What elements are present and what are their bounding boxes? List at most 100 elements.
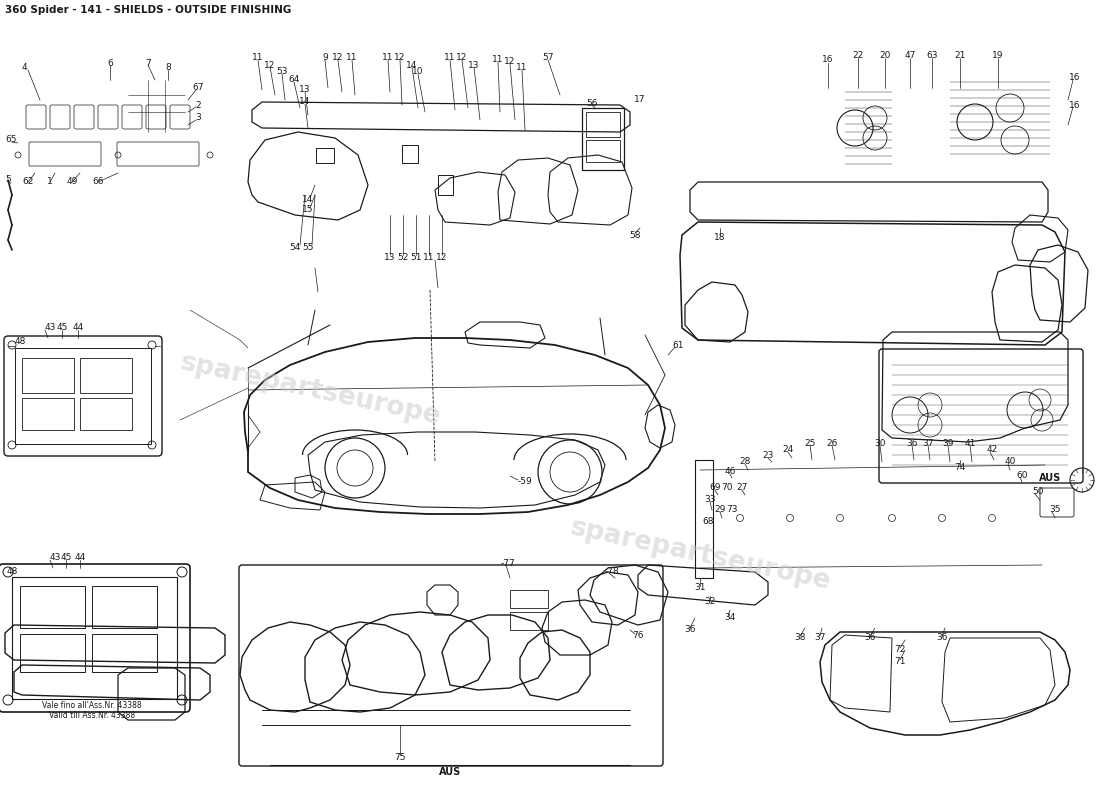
Bar: [92, 586, 157, 628]
Text: 60: 60: [1016, 470, 1027, 479]
Text: 48: 48: [14, 338, 25, 346]
Text: 16: 16: [1069, 101, 1080, 110]
Text: 20: 20: [879, 50, 891, 59]
Text: 57: 57: [542, 54, 553, 62]
Bar: [80, 398, 132, 430]
Text: 13: 13: [299, 86, 310, 94]
Text: AUS: AUS: [1038, 473, 1061, 483]
Text: 26: 26: [826, 438, 838, 447]
Text: 46: 46: [724, 467, 736, 477]
Bar: [586, 112, 620, 137]
Text: Valid till Ass.Nr. 43388: Valid till Ass.Nr. 43388: [48, 711, 135, 721]
Text: 11: 11: [383, 54, 394, 62]
Text: 360 Spider - 141 - SHIELDS - OUTSIDE FINISHING: 360 Spider - 141 - SHIELDS - OUTSIDE FIN…: [6, 5, 292, 15]
Bar: [92, 634, 157, 672]
Text: 44: 44: [73, 323, 84, 333]
Text: 76: 76: [632, 630, 644, 639]
Text: 12: 12: [456, 54, 468, 62]
Text: 41: 41: [965, 438, 976, 447]
Text: 31: 31: [694, 583, 706, 593]
Text: 37: 37: [922, 438, 934, 447]
Text: 11: 11: [346, 54, 358, 62]
Text: 12: 12: [332, 54, 343, 62]
Text: sparepartseurope: sparepartseurope: [177, 350, 443, 430]
Text: 65: 65: [6, 135, 16, 145]
Text: 14: 14: [302, 195, 313, 205]
Text: -78: -78: [605, 567, 619, 577]
Text: AUS: AUS: [439, 767, 461, 777]
Bar: [316, 148, 334, 163]
Text: 17: 17: [635, 95, 646, 105]
Text: 36: 36: [865, 634, 876, 642]
Text: -77: -77: [500, 558, 516, 567]
Text: 61: 61: [672, 341, 684, 350]
Text: 33: 33: [704, 495, 716, 505]
Text: 45: 45: [60, 554, 72, 562]
Bar: [582, 108, 624, 170]
Text: 23: 23: [762, 451, 773, 461]
Text: 11: 11: [493, 55, 504, 65]
Text: 24: 24: [782, 446, 793, 454]
Text: 75: 75: [394, 754, 406, 762]
Text: 64: 64: [288, 75, 299, 85]
Text: 58: 58: [629, 230, 640, 239]
Text: 7: 7: [145, 58, 151, 67]
Text: 8: 8: [165, 63, 170, 73]
Bar: [510, 612, 548, 630]
Text: 12: 12: [504, 58, 516, 66]
Text: 74: 74: [955, 463, 966, 473]
Text: 13: 13: [384, 254, 396, 262]
Text: -59: -59: [518, 478, 532, 486]
Text: 6: 6: [107, 58, 113, 67]
Text: 54: 54: [289, 243, 300, 253]
Text: 4: 4: [22, 63, 28, 73]
Text: 52: 52: [397, 254, 409, 262]
Text: 66: 66: [92, 178, 103, 186]
Bar: [695, 460, 713, 578]
Text: 25: 25: [804, 438, 816, 447]
Text: 12: 12: [394, 54, 406, 62]
Text: 72: 72: [894, 646, 905, 654]
Text: 2: 2: [195, 101, 201, 110]
Text: Vale fino all'Ass.Nr. 43388: Vale fino all'Ass.Nr. 43388: [42, 702, 142, 710]
Bar: [20, 634, 85, 672]
Text: 70: 70: [722, 483, 733, 493]
Bar: [80, 358, 132, 393]
Text: 68: 68: [702, 518, 714, 526]
Text: 73: 73: [726, 506, 738, 514]
Text: 13: 13: [469, 61, 480, 70]
Text: 47: 47: [904, 50, 915, 59]
Bar: [22, 358, 74, 393]
Bar: [20, 586, 85, 628]
Text: 11: 11: [516, 63, 528, 73]
Bar: [510, 590, 548, 608]
Text: 71: 71: [894, 658, 905, 666]
Text: 55: 55: [302, 243, 313, 253]
Text: 56: 56: [586, 98, 597, 107]
Bar: [15, 348, 151, 444]
Text: 49: 49: [66, 178, 78, 186]
Text: 16: 16: [1069, 74, 1080, 82]
Text: 40: 40: [1004, 458, 1015, 466]
Text: 19: 19: [992, 50, 1003, 59]
Text: 62: 62: [22, 178, 34, 186]
Bar: [12, 577, 177, 699]
Text: 63: 63: [926, 50, 937, 59]
Text: 22: 22: [852, 50, 864, 59]
Text: 36: 36: [684, 626, 695, 634]
Text: 50: 50: [1032, 487, 1044, 497]
Text: 3: 3: [195, 114, 201, 122]
Text: 51: 51: [410, 254, 421, 262]
Text: 53: 53: [276, 67, 288, 77]
Text: 69: 69: [710, 483, 720, 493]
Text: 5: 5: [6, 175, 11, 185]
Text: 28: 28: [739, 458, 750, 466]
Bar: [438, 175, 453, 195]
Text: 15: 15: [302, 206, 313, 214]
Text: 34: 34: [724, 614, 736, 622]
Bar: [402, 145, 418, 163]
Text: 12: 12: [264, 61, 276, 70]
Text: 36: 36: [906, 438, 917, 447]
Text: 36: 36: [936, 634, 948, 642]
Text: 27: 27: [736, 483, 748, 493]
